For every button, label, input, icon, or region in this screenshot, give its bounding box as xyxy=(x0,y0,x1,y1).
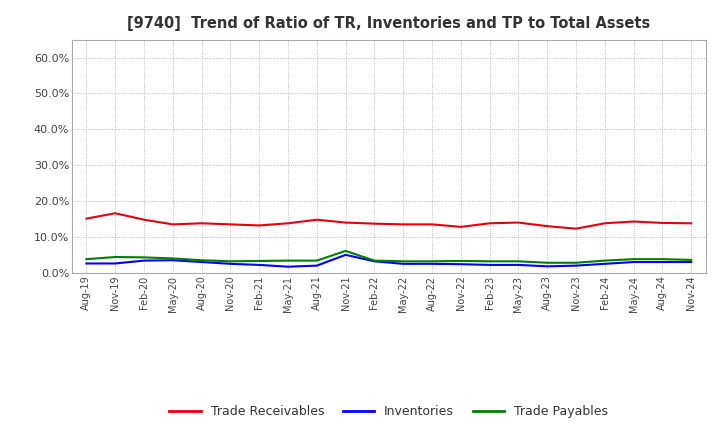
Trade Receivables xyxy=(456,224,465,230)
Trade Payables xyxy=(226,259,235,264)
Trade Receivables xyxy=(629,219,638,224)
Trade Receivables xyxy=(140,217,148,222)
Line: Inventories: Inventories xyxy=(86,255,691,267)
Trade Payables xyxy=(312,258,321,263)
Inventories xyxy=(543,264,552,269)
Trade Payables xyxy=(168,256,177,261)
Trade Payables xyxy=(140,255,148,260)
Trade Receivables xyxy=(312,217,321,222)
Title: [9740]  Trend of Ratio of TR, Inventories and TP to Total Assets: [9740] Trend of Ratio of TR, Inventories… xyxy=(127,16,650,32)
Trade Payables xyxy=(111,254,120,260)
Trade Payables xyxy=(284,258,292,263)
Trade Receivables xyxy=(111,211,120,216)
Trade Payables xyxy=(456,258,465,264)
Trade Payables xyxy=(629,257,638,262)
Inventories xyxy=(312,263,321,268)
Trade Receivables xyxy=(572,226,580,231)
Inventories xyxy=(485,262,494,268)
Trade Receivables xyxy=(428,222,436,227)
Trade Receivables xyxy=(687,220,696,226)
Inventories xyxy=(428,261,436,267)
Trade Receivables xyxy=(82,216,91,221)
Trade Payables xyxy=(485,259,494,264)
Inventories xyxy=(255,262,264,268)
Inventories xyxy=(284,264,292,269)
Inventories xyxy=(456,261,465,267)
Inventories xyxy=(658,260,667,265)
Trade Payables xyxy=(514,259,523,264)
Inventories xyxy=(600,261,609,267)
Trade Payables xyxy=(687,257,696,263)
Trade Payables xyxy=(341,248,350,253)
Trade Receivables xyxy=(197,220,206,226)
Trade Payables xyxy=(428,259,436,264)
Trade Receivables xyxy=(284,220,292,226)
Trade Receivables xyxy=(514,220,523,225)
Inventories xyxy=(341,252,350,257)
Trade Payables xyxy=(600,258,609,263)
Trade Payables xyxy=(572,260,580,265)
Trade Receivables xyxy=(255,223,264,228)
Line: Trade Receivables: Trade Receivables xyxy=(86,213,691,229)
Trade Receivables xyxy=(399,222,408,227)
Inventories xyxy=(370,259,379,264)
Inventories xyxy=(687,260,696,265)
Trade Payables xyxy=(370,258,379,263)
Trade Receivables xyxy=(658,220,667,226)
Trade Payables xyxy=(658,257,667,262)
Trade Receivables xyxy=(168,222,177,227)
Trade Receivables xyxy=(600,220,609,226)
Inventories xyxy=(629,260,638,265)
Legend: Trade Receivables, Inventories, Trade Payables: Trade Receivables, Inventories, Trade Pa… xyxy=(164,400,613,423)
Trade Payables xyxy=(399,259,408,264)
Trade Receivables xyxy=(543,224,552,229)
Inventories xyxy=(140,258,148,263)
Line: Trade Payables: Trade Payables xyxy=(86,251,691,263)
Trade Receivables xyxy=(226,222,235,227)
Trade Payables xyxy=(197,257,206,263)
Trade Payables xyxy=(543,260,552,265)
Inventories xyxy=(111,261,120,266)
Inventories xyxy=(168,257,177,263)
Inventories xyxy=(572,263,580,268)
Trade Receivables xyxy=(370,221,379,226)
Trade Receivables xyxy=(485,220,494,226)
Trade Payables xyxy=(82,257,91,262)
Inventories xyxy=(82,261,91,266)
Inventories xyxy=(399,261,408,267)
Inventories xyxy=(226,261,235,267)
Inventories xyxy=(197,260,206,265)
Inventories xyxy=(514,262,523,268)
Trade Payables xyxy=(255,258,264,264)
Trade Receivables xyxy=(341,220,350,225)
